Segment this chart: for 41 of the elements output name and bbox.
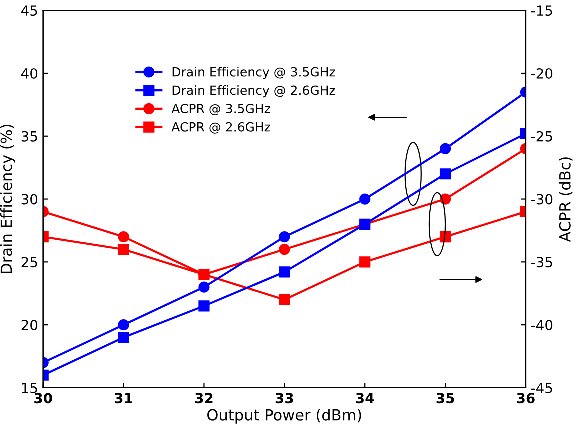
y-tick-label: 15 [22,383,38,394]
y2-tick-label: -25 [532,131,552,142]
legend-label: Drain Efficiency @ 3.5GHz [172,67,336,80]
point [198,300,210,312]
point [279,231,290,243]
point [198,282,210,293]
y-tick-label: 20 [22,320,38,331]
y2-tick-label: -40 [532,320,553,331]
y-tick-label: 30 [22,194,38,205]
point [360,256,371,268]
y-tick-label: 35 [22,131,38,142]
x-tick-label: 35 [436,393,454,404]
point [279,294,290,306]
point [118,332,130,344]
y-tick-label: 25 [22,257,38,268]
y2-tick-label: -35 [532,257,552,268]
point [198,269,210,280]
x-tick-label: 34 [356,393,374,404]
point [279,244,290,256]
point [118,320,130,331]
y2-tick-label: -20 [532,68,553,79]
x-axis-title: Output Power (dBm) [208,409,362,424]
x-tick-label: 31 [115,393,132,404]
y2-tick-label: -45 [532,383,552,394]
y2-tick-label: -30 [532,194,553,205]
y2-tick-label: -15 [532,6,552,16]
y-tick-label: 45 [21,6,38,16]
point [279,266,290,278]
legend-label: Drain Efficiency @ 2.6GHz [172,85,336,98]
x-tick-label: 30 [34,393,52,404]
point [360,194,371,205]
point [440,143,452,155]
x-tick-label: 36 [517,393,535,404]
y2-axis-title: ACPR (dBc) [559,158,573,242]
legend-label: ACPR @ 3.5GHz [172,104,270,116]
y-tick-label: 40 [21,68,38,79]
x-tick-label: 33 [276,393,294,404]
legend-label: ACPR @ 2.6GHz [172,122,270,134]
x-tick-label: 32 [195,393,213,404]
point [440,168,452,180]
y-axis-title: Drain Efficiency (%) [0,124,16,274]
